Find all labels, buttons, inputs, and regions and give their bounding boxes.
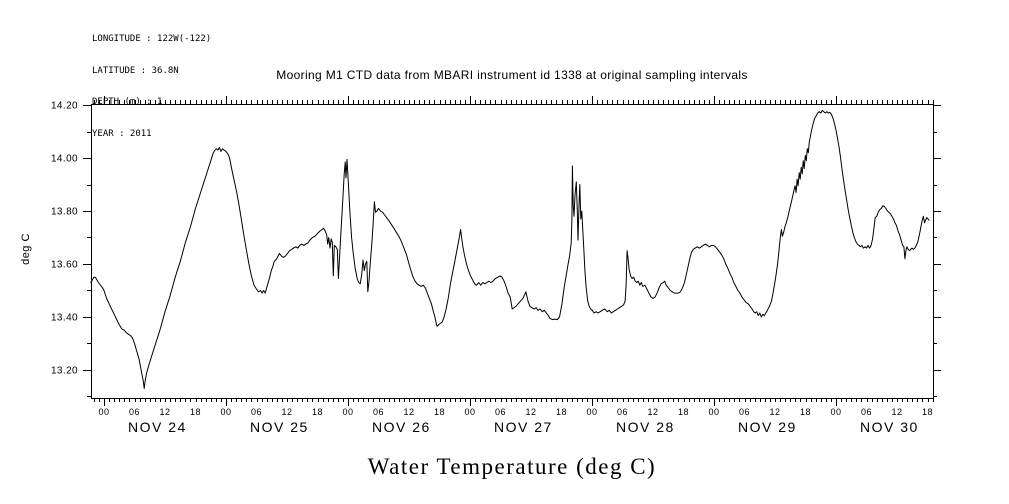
- x-hour-label: 06: [129, 407, 140, 417]
- metadata-longitude: LONGITUDE : 122W(-122): [92, 34, 212, 44]
- x-hour-labels: 00 06 12 18 00 06 12 18 00 06 12 18 00 06 12 18 00 06 12 18…: [99, 407, 933, 417]
- y-axis-ticks: [83, 105, 941, 397]
- x-day-label: NOV 26: [372, 419, 431, 435]
- chart-title: Mooring M1 CTD data from MBARI instrumen…: [276, 68, 748, 82]
- y-tick-label: 13.80: [51, 207, 78, 218]
- x-hour-label: 00: [343, 407, 354, 417]
- x-day-label: NOV 24: [128, 419, 187, 435]
- metadata-latitude: LATITUDE : 36.8N: [92, 65, 179, 76]
- x-day-label: NOV 28: [616, 419, 675, 435]
- x-hour-label: 12: [404, 407, 415, 417]
- x-hour-label: 00: [587, 407, 598, 417]
- x-hour-label: 00: [709, 407, 720, 417]
- x-hour-label: 00: [831, 407, 842, 417]
- y-tick-label: 13.60: [51, 259, 78, 270]
- x-hour-label: 00: [99, 407, 110, 417]
- y-tick-labels: 13.20 13.40 13.60 13.80 14.00 14.20: [51, 101, 78, 377]
- y-tick-label: 13.40: [51, 312, 78, 323]
- station-metadata: LONGITUDE : 122W(-122) LATITUDE : 36.8N …: [92, 13, 211, 160]
- x-hour-label: 06: [251, 407, 262, 417]
- x-hour-label: 12: [770, 407, 781, 417]
- metadata-year: YEAR : 2011: [92, 128, 152, 139]
- x-hour-label: 12: [892, 407, 903, 417]
- x-hour-label: 12: [526, 407, 537, 417]
- x-hour-label: 18: [556, 407, 567, 417]
- plot-frame: [91, 104, 934, 399]
- x-hour-label: 18: [922, 407, 933, 417]
- y-tick-label: 13.20: [51, 365, 78, 376]
- y-tick-label: 14.00: [51, 154, 78, 165]
- x-hour-label: 06: [495, 407, 506, 417]
- x-hour-label: 18: [800, 407, 811, 417]
- x-hour-label: 18: [312, 407, 323, 417]
- x-hour-label: 06: [861, 407, 872, 417]
- x-day-labels: NOV 24 NOV 25 NOV 26 NOV 27 NOV 28 NOV 29 NOV …: [128, 419, 919, 435]
- metadata-depth: DEPTH (m) : 1: [92, 97, 163, 107]
- x-hour-label: 00: [465, 407, 476, 417]
- x-day-label: NOV 25: [250, 419, 309, 435]
- x-hour-label: 12: [648, 407, 659, 417]
- x-hour-label: 12: [282, 407, 293, 417]
- x-day-label: NOV 29: [738, 419, 797, 435]
- y-tick-label: 14.20: [51, 101, 78, 112]
- x-day-label: NOV 27: [494, 419, 553, 435]
- temperature-line: [90, 109, 930, 389]
- x-axis-bottom-title: Water Temperature (deg C): [367, 454, 657, 479]
- x-axis-ticks: [94, 96, 934, 406]
- x-hour-label: 18: [190, 407, 201, 417]
- x-hour-label: 18: [678, 407, 689, 417]
- x-day-label: NOV 30: [860, 419, 919, 435]
- x-hour-label: 12: [160, 407, 171, 417]
- x-hour-label: 06: [617, 407, 628, 417]
- x-hour-label: 00: [221, 407, 232, 417]
- x-hour-label: 18: [434, 407, 445, 417]
- x-hour-label: 06: [373, 407, 384, 417]
- x-hour-label: 06: [739, 407, 750, 417]
